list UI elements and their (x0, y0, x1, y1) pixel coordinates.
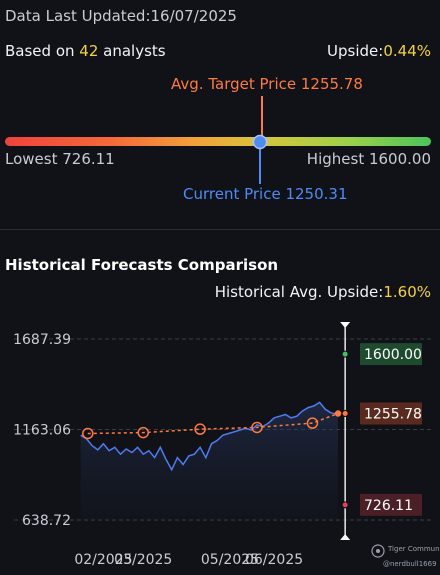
projection-top-arrow (340, 322, 351, 328)
price-area (80, 402, 338, 520)
forecast-point (334, 410, 342, 417)
projection-target-label: 1255.78 (364, 406, 422, 422)
upside-text: Upside:0.44% (327, 42, 431, 60)
history-title: Historical Forecasts Comparison (5, 256, 279, 274)
forecast-point (251, 421, 263, 434)
forecast-point (194, 423, 206, 435)
last-updated-text: Data Last Updated:16/07/2025 (5, 7, 237, 25)
projection-low-label: 726.11 (364, 498, 413, 514)
section-divider (0, 229, 440, 230)
tiger-logo-icon-dot (376, 549, 380, 553)
projection-low-badge (360, 493, 422, 516)
x-tick-label: 03/2025 (114, 552, 172, 568)
projection-target-badge (360, 402, 422, 425)
y-tick-label: 638.72 (22, 513, 71, 529)
x-tick-label: 05/2025 (201, 552, 259, 568)
price-gauge (5, 96, 431, 184)
historical-upside-label: Historical Avg. Upside: (214, 283, 384, 301)
historical-upside-value: 1.60% (383, 283, 431, 301)
upside-label: Upside: (327, 42, 384, 60)
projection-high-dot (341, 350, 349, 358)
analyst-count: 42 (79, 42, 99, 60)
projection-high-badge (360, 343, 422, 366)
watermark-brand: Tiger Community (387, 545, 440, 553)
current-price-label: Current Price 1250.31 (183, 185, 348, 203)
forecast-point (306, 417, 319, 429)
projection-bottom-arrow (340, 534, 351, 540)
y-tick-label: 1163.06 (13, 422, 71, 438)
tiger-logo-icon (371, 544, 385, 558)
forecast-point (137, 426, 149, 439)
based-prefix: Based on (5, 42, 80, 60)
highest-label: Highest 1600.00 (306, 150, 431, 168)
x-tick-label: 02/2025 (74, 552, 132, 568)
projection-target-dot (341, 409, 349, 417)
based-suffix: analysts (98, 42, 166, 60)
projection-high-label: 1600.00 (364, 347, 422, 363)
watermark: Tiger Community @nerdbull1669 (371, 544, 440, 568)
y-tick-label: 1687.39 (13, 332, 71, 348)
x-tick-label: 06/2025 (245, 552, 303, 568)
analyst-count-text: Based on 42 analysts (5, 42, 166, 60)
forecast-point (82, 427, 94, 440)
watermark-user: @nerdbull1669 (383, 560, 437, 568)
historical-upside-text: Historical Avg. Upside:1.60% (215, 283, 431, 301)
gauge-bar (5, 137, 431, 146)
current-price-marker (252, 134, 268, 150)
avg-target-price-label: Avg. Target Price 1255.78 (171, 75, 363, 93)
projection-low-dot (341, 501, 349, 509)
lowest-label: Lowest 726.11 (5, 150, 115, 168)
upside-value: 0.44% (383, 42, 431, 60)
price-line (80, 401, 339, 472)
